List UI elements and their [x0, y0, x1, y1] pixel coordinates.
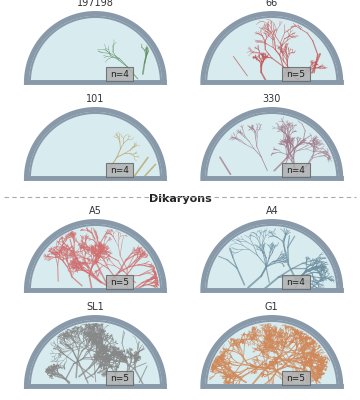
- Text: n=5: n=5: [110, 278, 129, 287]
- Text: SL1: SL1: [86, 302, 104, 312]
- Text: 66: 66: [266, 0, 278, 8]
- FancyBboxPatch shape: [106, 67, 133, 81]
- Polygon shape: [26, 110, 165, 178]
- Text: n=4: n=4: [110, 166, 129, 175]
- Polygon shape: [203, 14, 341, 82]
- Polygon shape: [203, 222, 341, 290]
- FancyBboxPatch shape: [106, 275, 133, 289]
- Text: A4: A4: [265, 206, 278, 216]
- Polygon shape: [203, 318, 341, 386]
- Polygon shape: [26, 318, 165, 386]
- FancyBboxPatch shape: [106, 163, 133, 177]
- Polygon shape: [26, 222, 165, 290]
- FancyBboxPatch shape: [282, 275, 310, 289]
- Text: n=4: n=4: [110, 70, 129, 79]
- Text: A5: A5: [89, 206, 102, 216]
- FancyBboxPatch shape: [282, 67, 310, 81]
- FancyBboxPatch shape: [282, 163, 310, 177]
- Text: Dikaryons: Dikaryons: [149, 194, 211, 204]
- Text: 330: 330: [262, 94, 281, 104]
- Text: 197198: 197198: [77, 0, 114, 8]
- Text: n=4: n=4: [287, 278, 305, 287]
- Text: G1: G1: [265, 302, 279, 312]
- FancyBboxPatch shape: [106, 371, 133, 385]
- Text: n=5: n=5: [287, 70, 305, 79]
- Polygon shape: [26, 14, 165, 82]
- Text: n=4: n=4: [287, 166, 305, 175]
- Text: 101: 101: [86, 94, 105, 104]
- Polygon shape: [203, 110, 341, 178]
- Text: n=5: n=5: [110, 374, 129, 383]
- FancyBboxPatch shape: [282, 371, 310, 385]
- Text: n=5: n=5: [287, 374, 305, 383]
